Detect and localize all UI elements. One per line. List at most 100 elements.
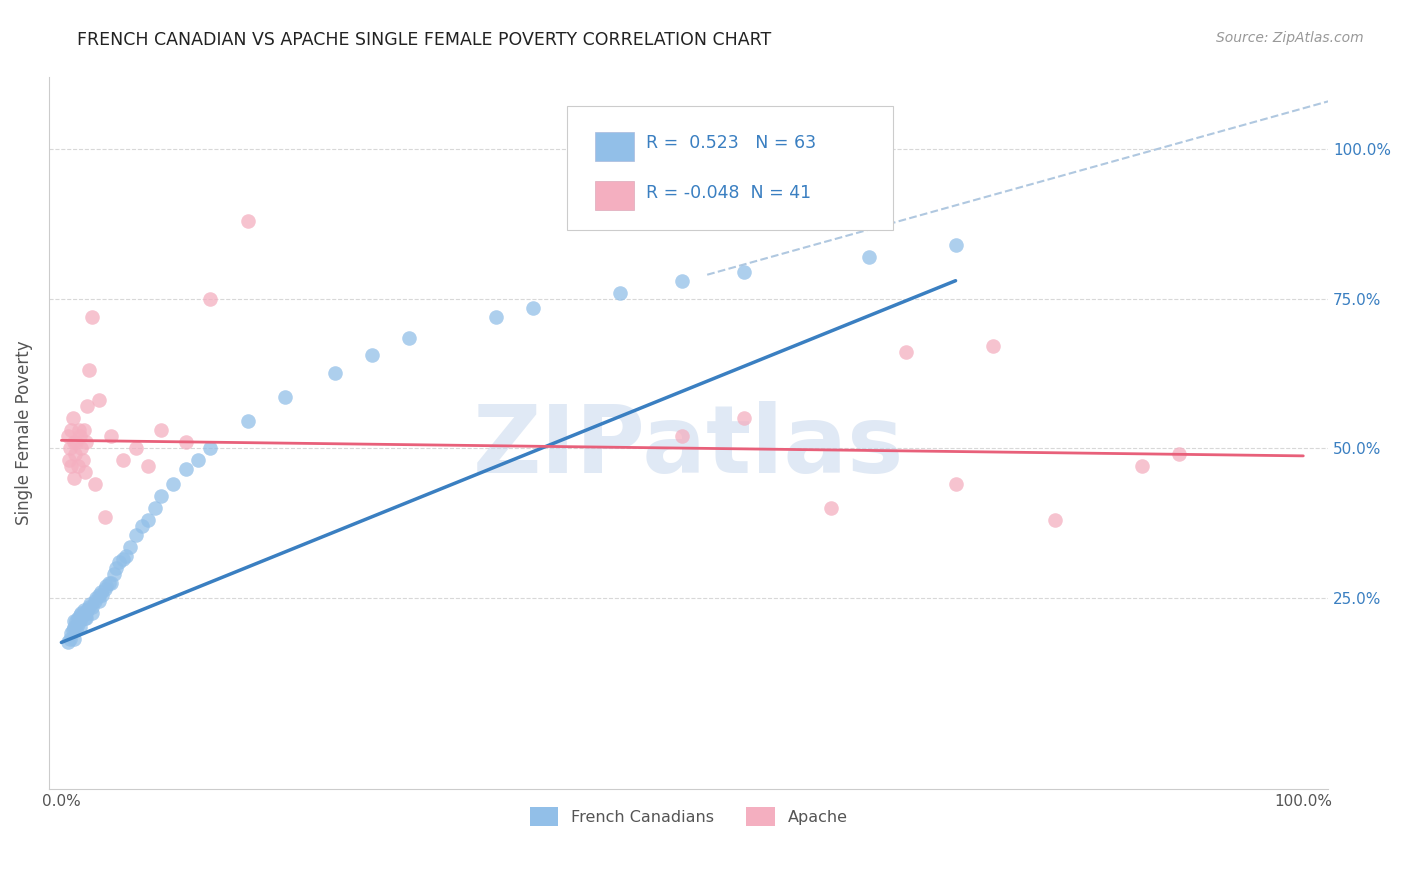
Point xyxy=(94,509,117,524)
Point xyxy=(70,441,93,455)
Point xyxy=(82,599,104,614)
Point xyxy=(105,560,128,574)
Point xyxy=(1168,447,1191,461)
Point xyxy=(70,611,93,625)
Point xyxy=(485,310,508,324)
Point xyxy=(65,435,87,450)
Point xyxy=(91,588,114,602)
Point xyxy=(162,477,184,491)
Point xyxy=(77,599,100,614)
Point xyxy=(82,606,104,620)
Point xyxy=(143,500,166,515)
Point xyxy=(69,608,91,623)
Point xyxy=(84,593,107,607)
Point xyxy=(149,489,172,503)
Point xyxy=(65,615,87,629)
Point xyxy=(100,429,122,443)
Point xyxy=(62,615,84,629)
Point xyxy=(820,500,842,515)
Point xyxy=(858,250,880,264)
Point xyxy=(62,632,84,647)
Point xyxy=(62,624,84,638)
Point xyxy=(63,447,86,461)
Text: R =  0.523   N = 63: R = 0.523 N = 63 xyxy=(647,134,817,152)
Point xyxy=(945,237,967,252)
Point xyxy=(56,429,79,443)
Point xyxy=(82,310,104,324)
Point xyxy=(65,624,87,638)
Y-axis label: Single Female Poverty: Single Female Poverty xyxy=(15,341,32,525)
Point xyxy=(87,393,110,408)
Point xyxy=(149,423,172,437)
Point xyxy=(131,518,153,533)
Point xyxy=(60,458,83,473)
Point xyxy=(73,423,96,437)
Point xyxy=(94,582,117,596)
Point xyxy=(75,435,97,450)
Point xyxy=(56,635,79,649)
Point xyxy=(671,429,693,443)
Point xyxy=(59,441,82,455)
Point xyxy=(103,566,125,581)
Point xyxy=(100,575,122,590)
FancyBboxPatch shape xyxy=(595,180,634,211)
Point xyxy=(84,477,107,491)
Point xyxy=(200,441,222,455)
Point xyxy=(87,588,110,602)
Point xyxy=(58,453,80,467)
Point xyxy=(72,608,94,623)
Point xyxy=(90,584,112,599)
Point xyxy=(75,606,97,620)
Point xyxy=(1130,458,1153,473)
Point xyxy=(174,435,197,450)
Point xyxy=(62,411,84,425)
Point xyxy=(107,555,129,569)
Point xyxy=(671,274,693,288)
Point xyxy=(66,458,89,473)
Point xyxy=(69,620,91,634)
Point xyxy=(77,363,100,377)
Point xyxy=(97,575,120,590)
Point xyxy=(733,411,755,425)
Point xyxy=(60,423,83,437)
Point xyxy=(76,399,98,413)
Point xyxy=(60,626,83,640)
Point xyxy=(67,423,90,437)
Point xyxy=(59,632,82,647)
Point xyxy=(236,414,259,428)
Point xyxy=(274,390,297,404)
Point xyxy=(609,285,631,300)
Point xyxy=(236,214,259,228)
Point xyxy=(522,301,544,315)
Point xyxy=(894,345,917,359)
Point xyxy=(360,348,382,362)
Point xyxy=(62,435,84,450)
Point xyxy=(72,453,94,467)
Point xyxy=(73,465,96,479)
Point xyxy=(323,367,346,381)
FancyBboxPatch shape xyxy=(595,131,634,161)
Point xyxy=(84,591,107,605)
FancyBboxPatch shape xyxy=(567,106,893,230)
Point xyxy=(112,453,135,467)
Text: R = -0.048  N = 41: R = -0.048 N = 41 xyxy=(647,185,811,202)
Legend: French Canadians, Apache: French Canadians, Apache xyxy=(522,799,855,834)
Text: Source: ZipAtlas.com: Source: ZipAtlas.com xyxy=(1216,31,1364,45)
Point xyxy=(945,477,967,491)
Point xyxy=(79,597,101,611)
Point xyxy=(70,606,93,620)
Point xyxy=(115,549,138,563)
Point xyxy=(125,528,148,542)
Point xyxy=(1043,513,1066,527)
Point xyxy=(67,615,90,629)
Point xyxy=(136,458,159,473)
Point xyxy=(66,617,89,632)
Text: FRENCH CANADIAN VS APACHE SINGLE FEMALE POVERTY CORRELATION CHART: FRENCH CANADIAN VS APACHE SINGLE FEMALE … xyxy=(77,31,772,49)
Point xyxy=(94,579,117,593)
Point xyxy=(66,611,89,625)
Point xyxy=(62,471,84,485)
Text: ZIPatlas: ZIPatlas xyxy=(472,401,904,493)
Point xyxy=(76,602,98,616)
Point xyxy=(398,330,420,344)
Point xyxy=(87,593,110,607)
